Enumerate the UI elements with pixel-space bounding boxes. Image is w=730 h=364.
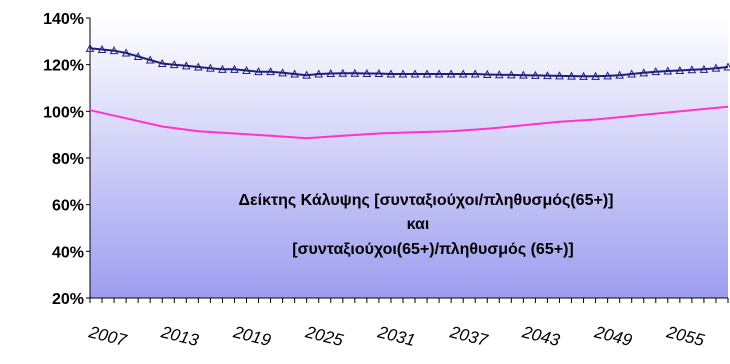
x-tick-label: 2019 <box>231 322 274 350</box>
series-1 <box>85 43 730 80</box>
series-1-point <box>711 63 721 72</box>
series-1-point <box>555 71 564 80</box>
x-tick-label: 2055 <box>664 322 707 350</box>
series-1-point <box>145 55 155 64</box>
series-1-point <box>663 66 673 75</box>
series-1-point <box>543 71 552 80</box>
series-1-point <box>338 68 348 77</box>
y-tick-label: 20% <box>52 291 84 308</box>
series-1-point <box>218 64 227 73</box>
series-1-point <box>374 68 384 78</box>
series-2 <box>89 105 729 140</box>
series-1-point <box>458 69 468 78</box>
series-1-point <box>699 64 709 73</box>
series-1-point <box>627 69 637 78</box>
series-1-point <box>687 65 697 74</box>
series-1-point <box>121 48 131 57</box>
series-1-point <box>181 61 191 70</box>
series-1-point <box>531 70 540 79</box>
series-1-point <box>266 67 275 76</box>
series-1-point <box>314 69 324 78</box>
series-1-point <box>675 65 685 74</box>
series-2-line <box>89 105 729 140</box>
annotation: Δείκτης Κάλυψης [συνταξιούχοι/πληθυσμός(… <box>239 192 614 258</box>
series-1-point <box>230 64 239 73</box>
y-tick-label: 120% <box>43 58 84 75</box>
x-tick-label: 2007 <box>86 322 129 350</box>
y-tick-label: 140% <box>43 11 84 28</box>
series-1-point <box>398 69 408 78</box>
series-1-point <box>85 43 95 52</box>
annotation-line-3: [συνταξιούχοι(65+)/πληθυσμός (65+)] <box>292 241 573 258</box>
series-1-point <box>386 69 396 78</box>
x-tick-label: 2031 <box>375 322 417 350</box>
series-1-point <box>290 69 299 78</box>
y-tick-label: 60% <box>52 198 84 215</box>
x-tick-label: 2025 <box>303 322 346 350</box>
x-tick-label: 2049 <box>592 322 635 350</box>
series-1-point <box>603 71 612 80</box>
series-1-point <box>206 63 215 72</box>
series-1-point <box>446 69 456 78</box>
x-tick-label: 2013 <box>158 322 201 350</box>
y-tick-label: 80% <box>52 151 84 168</box>
series-1-point <box>254 67 263 76</box>
y-tick-label: 100% <box>43 104 84 121</box>
series-layer <box>85 43 730 140</box>
series-1-point <box>519 70 528 79</box>
series-1-point <box>242 65 251 74</box>
series-1-point <box>591 71 600 80</box>
series-1-point <box>482 69 492 78</box>
y-axis: 20% 40% 60% 80% 100% 120% 140% <box>43 11 91 308</box>
series-1-point <box>506 70 516 79</box>
series-1-point <box>470 69 480 78</box>
series-1-point <box>494 70 504 79</box>
series-1-point <box>133 51 143 60</box>
y-tick-label: 40% <box>52 244 84 261</box>
series-1-point <box>651 67 661 76</box>
series-1-point <box>194 62 203 71</box>
series-1-point <box>109 46 119 55</box>
series-1-point <box>639 68 649 77</box>
series-1-point <box>434 69 444 78</box>
series-1-point <box>169 60 179 69</box>
series-1-point <box>350 68 360 77</box>
series-1-point <box>422 69 432 78</box>
series-1-point <box>362 68 372 78</box>
series-1-point <box>157 58 167 67</box>
series-1-point <box>97 44 107 53</box>
series-1-point <box>567 71 576 80</box>
series-1-point <box>410 69 420 78</box>
annotation-line-1: Δείκτης Κάλυψης [συνταξιούχοι/πληθυσμός(… <box>239 192 614 209</box>
x-tick-label: 2043 <box>519 322 562 350</box>
annotation-line-2: και <box>407 216 430 233</box>
series-1-point <box>278 68 287 77</box>
series-1-point <box>326 68 336 78</box>
x-axis: 2007 2013 2019 2025 2031 2037 2043 2049 2055 <box>86 297 729 350</box>
series-1-point <box>615 70 624 79</box>
plot-area <box>90 18 728 298</box>
series-1-point <box>302 70 312 79</box>
x-tick-label: 2037 <box>447 322 490 350</box>
series-1-point <box>579 71 588 80</box>
